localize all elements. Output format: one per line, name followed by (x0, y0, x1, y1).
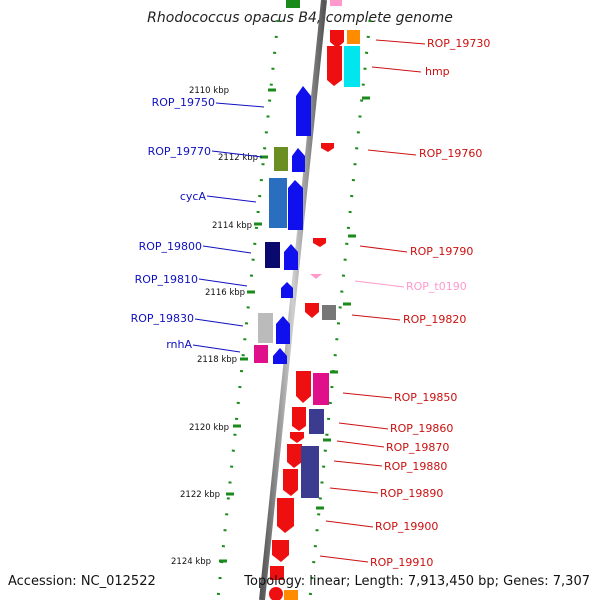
inner-dotted-line-right (308, 19, 372, 599)
tick-label: 2110 kbp (189, 86, 229, 96)
right-gene-labels: ROP_19730 hmp ROP_19760 ROP_19790 ROP_t0… (370, 37, 490, 569)
gene-label: ROP_19800 (139, 240, 202, 253)
left-leader-lines (192, 102, 265, 353)
right-leader-lines (319, 39, 426, 563)
accession-text: Accession: NC_012522 (8, 574, 156, 589)
gene-label: ROP_t0190 (406, 280, 467, 293)
gene-label: ROP_19890 (380, 487, 443, 500)
tick-label: 2112 kbp (218, 153, 258, 163)
forward-genes (254, 0, 311, 364)
left-gene-labels: ROP_19750 ROP_19770 cycA ROP_19800 ROP_1… (131, 96, 215, 351)
gene-label: ROP_19760 (419, 147, 482, 160)
right-ticks (316, 96, 370, 510)
tick-label: 2118 kbp (197, 355, 237, 365)
gene-label: ROP_19830 (131, 312, 194, 325)
tick-label: 2124 kbp (171, 557, 211, 567)
inner-dotted-line-left (216, 19, 280, 599)
tick-label: 2114 kbp (212, 221, 252, 231)
genome-summary-text: Topology: linear; Length: 7,913,450 bp; … (244, 574, 590, 589)
gene-label: ROP_19900 (375, 520, 438, 533)
gene-label: hmp (425, 65, 450, 78)
reverse-genes (269, 0, 360, 600)
gene-label: cycA (180, 190, 207, 203)
tick-label: 2116 kbp (205, 288, 245, 298)
map-title: Rhodococcus opacus B4, complete genome (147, 10, 453, 26)
tick-label: 2122 kbp (180, 490, 220, 500)
gene-label: ROP_19730 (427, 37, 490, 50)
genome-axis (259, 0, 327, 600)
gene-label: ROP_19810 (135, 273, 198, 286)
gene-label: ROP_19850 (394, 391, 457, 404)
gene-label: ROP_19770 (148, 145, 211, 158)
gene-label: ROP_19860 (390, 422, 453, 435)
gene-label: ROP_19880 (384, 460, 447, 473)
gene-label: ROP_19750 (152, 96, 215, 109)
gene-label: ROP_19790 (410, 245, 473, 258)
gene-label: ROP_19910 (370, 556, 433, 569)
gene-label: ROP_19870 (386, 441, 449, 454)
gene-label: ROP_19820 (403, 313, 466, 326)
tick-label: 2120 kbp (189, 423, 229, 433)
gene-label: rnhA (166, 338, 192, 351)
